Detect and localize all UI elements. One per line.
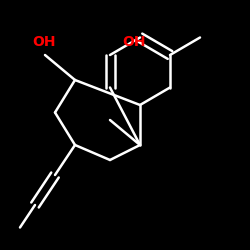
Text: OH: OH: [122, 36, 146, 50]
Text: OH: OH: [32, 36, 56, 50]
